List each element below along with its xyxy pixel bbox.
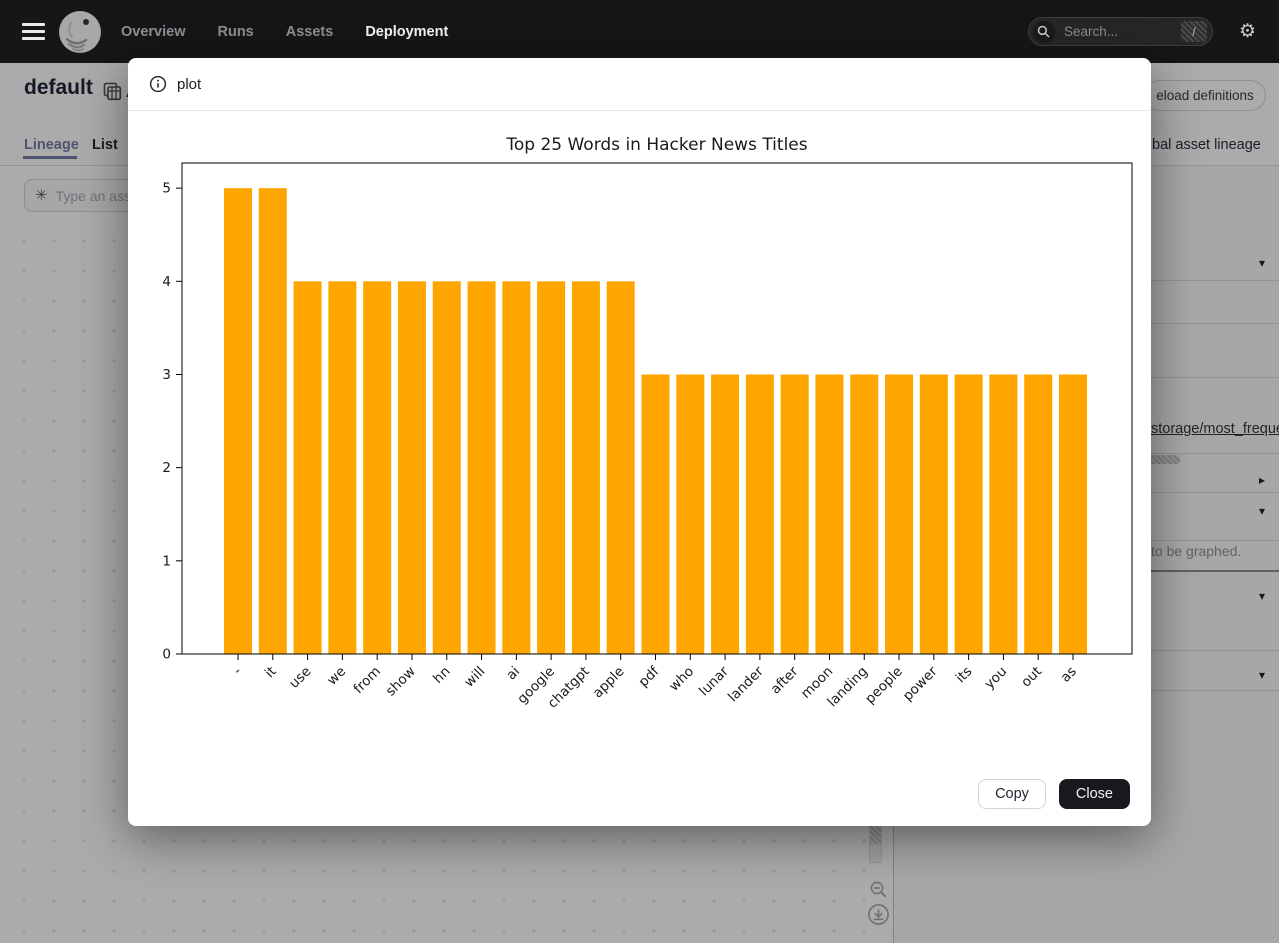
svg-text:out: out bbox=[1018, 664, 1045, 691]
svg-text:will: will bbox=[461, 664, 488, 691]
chevron-down-icon[interactable]: ▾ bbox=[1258, 668, 1265, 682]
svg-text:4: 4 bbox=[162, 274, 171, 290]
global-asset-lineage-link[interactable]: bal asset lineage bbox=[1152, 137, 1261, 153]
chevron-right-icon[interactable]: ▸ bbox=[1258, 473, 1265, 487]
svg-text:from: from bbox=[350, 664, 384, 698]
top-nav: Overview Runs Assets Deployment / ⚙ bbox=[0, 0, 1279, 63]
svg-text:moon: moon bbox=[798, 664, 836, 702]
panel-description-text: to be graphed. bbox=[1151, 543, 1242, 559]
svg-text:pdf: pdf bbox=[636, 663, 664, 691]
dialog-footer: Copy Close bbox=[978, 779, 1130, 809]
zoom-slider-handle[interactable] bbox=[870, 820, 881, 844]
svg-text:0: 0 bbox=[162, 647, 171, 663]
svg-text:you: you bbox=[981, 664, 1010, 693]
gear-icon[interactable]: ⚙ bbox=[1238, 21, 1256, 42]
search-shortcut-badge: / bbox=[1180, 21, 1207, 42]
bar-chart: Top 25 Words in Hacker News Titles 0 1 2 3 4 5… bbox=[162, 135, 1133, 712]
svg-text:hn: hn bbox=[430, 664, 453, 687]
svg-text:3: 3 bbox=[162, 367, 171, 383]
close-button[interactable]: Close bbox=[1058, 779, 1130, 809]
copy-button[interactable]: Copy bbox=[978, 779, 1046, 809]
svg-text:as: as bbox=[1058, 664, 1080, 686]
dialog-title: plot bbox=[177, 75, 202, 93]
asset-filter-placeholder: Type an ass bbox=[55, 187, 132, 204]
chevron-down-icon[interactable]: ▾ bbox=[1258, 504, 1265, 518]
nav-item-deployment[interactable]: Deployment bbox=[365, 23, 449, 40]
svg-text:google: google bbox=[514, 664, 558, 708]
scrollbar-thumb[interactable] bbox=[1147, 455, 1180, 464]
tab-list[interactable]: List bbox=[92, 137, 118, 153]
nav-item-runs[interactable]: Runs bbox=[217, 23, 254, 40]
svg-text:its: its bbox=[953, 664, 976, 687]
nav-links: Overview Runs Assets Deployment bbox=[121, 24, 448, 40]
svg-text:it: it bbox=[262, 664, 280, 682]
download-icon[interactable] bbox=[867, 903, 890, 926]
svg-text:2: 2 bbox=[162, 460, 171, 476]
nav-item-assets[interactable]: Assets bbox=[285, 23, 334, 40]
svg-text:ai: ai bbox=[503, 664, 523, 684]
svg-text:apple: apple bbox=[590, 664, 628, 702]
search-icon bbox=[1032, 20, 1055, 43]
svg-text:power: power bbox=[900, 663, 941, 704]
active-tab-underline bbox=[23, 156, 77, 159]
tab-lineage[interactable]: Lineage bbox=[24, 137, 79, 153]
svg-text:lander: lander bbox=[725, 663, 767, 705]
search-input[interactable] bbox=[1054, 24, 1181, 39]
menu-icon[interactable] bbox=[22, 23, 45, 40]
nav-item-overview[interactable]: Overview bbox=[121, 23, 186, 40]
zoom-out-icon[interactable] bbox=[869, 880, 888, 899]
svg-text:use: use bbox=[286, 664, 314, 692]
svg-text:-: - bbox=[230, 663, 245, 678]
svg-text:1: 1 bbox=[162, 553, 171, 569]
reload-definitions-button[interactable]: eload definitions bbox=[1144, 80, 1266, 111]
page-title: default bbox=[24, 76, 93, 99]
repository-icon bbox=[103, 82, 122, 101]
asset-storage-link[interactable]: storage/most_freque bbox=[1151, 421, 1279, 437]
svg-text:we: we bbox=[324, 664, 349, 689]
chevron-down-icon[interactable]: ▾ bbox=[1258, 256, 1265, 270]
svg-text:lunar: lunar bbox=[696, 663, 732, 699]
info-icon bbox=[149, 75, 167, 93]
svg-text:people: people bbox=[862, 664, 906, 708]
svg-text:5: 5 bbox=[162, 181, 171, 197]
search-box[interactable]: / bbox=[1027, 17, 1213, 46]
plot-dialog: plot Top 25 Words in Hacker News Titles 0… bbox=[128, 58, 1151, 826]
svg-text:after: after bbox=[768, 663, 802, 697]
dagster-logo-icon bbox=[59, 10, 101, 53]
asset-selection-icon: ✳ bbox=[35, 187, 48, 204]
chevron-down-icon[interactable]: ▾ bbox=[1258, 589, 1265, 603]
svg-text:show: show bbox=[383, 664, 419, 700]
svg-text:who: who bbox=[666, 664, 697, 695]
svg-text:chatgpt: chatgpt bbox=[545, 664, 593, 712]
dialog-header: plot bbox=[128, 58, 1151, 111]
svg-text:landing: landing bbox=[824, 664, 871, 711]
svg-text:Top 25 Words in Hacker News Ti: Top 25 Words in Hacker News Titles bbox=[505, 135, 807, 155]
